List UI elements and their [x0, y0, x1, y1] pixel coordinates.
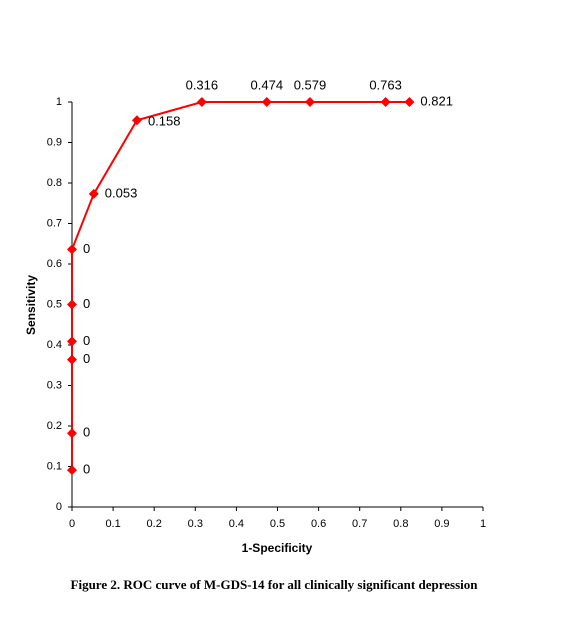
y-tick-label: 0.2	[47, 420, 62, 432]
x-tick-label: 0.1	[105, 518, 120, 530]
y-tick-label: 0.3	[47, 379, 62, 391]
data-label: 0.579	[294, 77, 327, 92]
data-label: 0	[83, 351, 90, 366]
y-tick-label: 0.4	[47, 339, 62, 351]
y-axis-label: Sensitivity	[24, 275, 38, 335]
marker	[304, 97, 315, 107]
marker	[404, 97, 415, 107]
marker	[67, 465, 77, 476]
x-tick-label: 0.2	[147, 518, 162, 530]
data-label: 0	[83, 333, 90, 348]
y-tick-label: 0.5	[47, 298, 62, 310]
data-label: 0	[83, 241, 90, 256]
x-tick-label: 0.3	[188, 518, 203, 530]
data-label: 0.763	[369, 77, 402, 92]
x-tick-label: 0.6	[311, 518, 326, 530]
y-tick-label: 0.7	[47, 217, 62, 229]
marker	[67, 336, 77, 347]
y-tick-label: 0.8	[47, 177, 62, 189]
y-tick-label: 0.1	[47, 460, 62, 472]
marker	[67, 244, 77, 255]
y-tick-label: 0.6	[47, 258, 62, 270]
roc-line	[71, 101, 410, 471]
x-tick-label: 1	[480, 518, 486, 530]
marker	[380, 97, 391, 107]
y-tick-label: 1	[56, 96, 62, 108]
data-label: 0.474	[251, 77, 284, 92]
data-label: 0.821	[420, 93, 453, 108]
data-label: 0	[83, 296, 90, 311]
marker	[131, 115, 142, 126]
x-tick-label: 0.4	[229, 518, 244, 530]
y-tick-label: 0	[56, 501, 62, 513]
x-tick-label: 0.5	[270, 518, 285, 530]
marker	[67, 354, 77, 365]
marker	[88, 188, 99, 199]
figure-caption: Figure 2. ROC curve of M-GDS-14 for all …	[71, 577, 479, 592]
marker	[196, 97, 207, 107]
x-tick-label: 0	[69, 518, 75, 530]
y-tick-label: 0.9	[47, 136, 62, 148]
x-tick-label: 0.7	[352, 518, 367, 530]
x-tick-label: 0.9	[434, 518, 449, 530]
marker	[261, 97, 272, 107]
data-label: 0	[83, 462, 90, 477]
marker	[67, 299, 77, 310]
data-label: 0.316	[186, 77, 219, 92]
data-label: 0	[83, 425, 90, 440]
x-tick-label: 0.8	[393, 518, 408, 530]
data-label: 0.053	[105, 185, 138, 200]
x-axis-label: 1-Specificity	[242, 541, 313, 555]
data-label: 0.158	[148, 114, 181, 129]
marker	[67, 428, 77, 439]
